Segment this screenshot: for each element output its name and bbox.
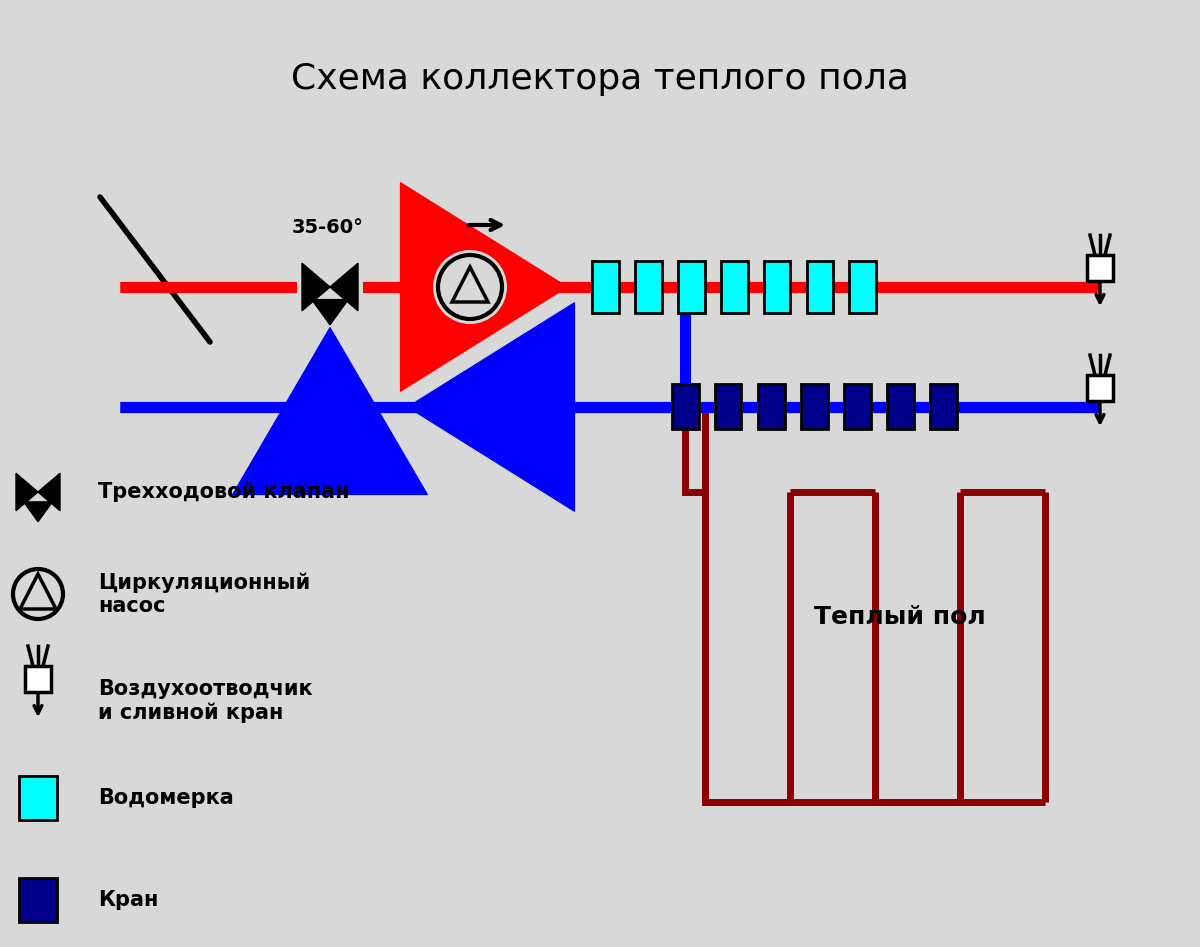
FancyBboxPatch shape bbox=[298, 249, 364, 325]
Text: Трехходовой клапан: Трехходовой клапан bbox=[98, 482, 349, 502]
FancyBboxPatch shape bbox=[678, 261, 704, 313]
FancyBboxPatch shape bbox=[799, 384, 828, 431]
FancyBboxPatch shape bbox=[634, 260, 662, 314]
Polygon shape bbox=[24, 502, 53, 522]
Text: 35-60°: 35-60° bbox=[292, 218, 364, 237]
FancyBboxPatch shape bbox=[805, 260, 834, 314]
FancyBboxPatch shape bbox=[1087, 375, 1114, 401]
Polygon shape bbox=[302, 263, 330, 311]
Text: Воздухоотводчик
и сливной кран: Воздухоотводчик и сливной кран bbox=[98, 679, 313, 723]
FancyBboxPatch shape bbox=[672, 384, 698, 430]
FancyBboxPatch shape bbox=[930, 384, 956, 430]
FancyBboxPatch shape bbox=[756, 384, 786, 431]
Text: Циркуляционный
насос: Циркуляционный насос bbox=[98, 572, 311, 616]
FancyBboxPatch shape bbox=[929, 384, 958, 431]
FancyBboxPatch shape bbox=[720, 260, 749, 314]
Polygon shape bbox=[16, 474, 38, 510]
FancyBboxPatch shape bbox=[677, 260, 706, 314]
FancyBboxPatch shape bbox=[842, 384, 871, 431]
Text: Водомерка: Водомерка bbox=[98, 788, 234, 808]
Circle shape bbox=[8, 564, 68, 624]
FancyBboxPatch shape bbox=[762, 260, 792, 314]
FancyBboxPatch shape bbox=[720, 261, 748, 313]
FancyBboxPatch shape bbox=[850, 261, 876, 313]
FancyBboxPatch shape bbox=[848, 260, 877, 314]
FancyBboxPatch shape bbox=[635, 261, 661, 313]
FancyBboxPatch shape bbox=[19, 776, 58, 820]
FancyBboxPatch shape bbox=[25, 666, 50, 692]
FancyBboxPatch shape bbox=[590, 260, 619, 314]
Polygon shape bbox=[312, 299, 348, 325]
Text: Кран: Кран bbox=[98, 890, 158, 910]
FancyBboxPatch shape bbox=[806, 261, 834, 313]
FancyBboxPatch shape bbox=[19, 878, 58, 922]
FancyBboxPatch shape bbox=[763, 261, 791, 313]
Polygon shape bbox=[38, 474, 60, 510]
FancyBboxPatch shape bbox=[800, 384, 828, 430]
FancyBboxPatch shape bbox=[1087, 255, 1114, 281]
FancyBboxPatch shape bbox=[714, 384, 743, 431]
FancyBboxPatch shape bbox=[671, 384, 700, 431]
FancyBboxPatch shape bbox=[714, 384, 742, 430]
Text: Теплый пол: Теплый пол bbox=[814, 605, 986, 629]
FancyBboxPatch shape bbox=[592, 261, 618, 313]
FancyBboxPatch shape bbox=[887, 384, 913, 430]
Polygon shape bbox=[330, 263, 358, 311]
Circle shape bbox=[433, 250, 508, 324]
FancyBboxPatch shape bbox=[757, 384, 785, 430]
Text: Схема коллектора теплого пола: Схема коллектора теплого пола bbox=[292, 62, 908, 96]
FancyBboxPatch shape bbox=[886, 384, 914, 431]
FancyBboxPatch shape bbox=[844, 384, 870, 430]
